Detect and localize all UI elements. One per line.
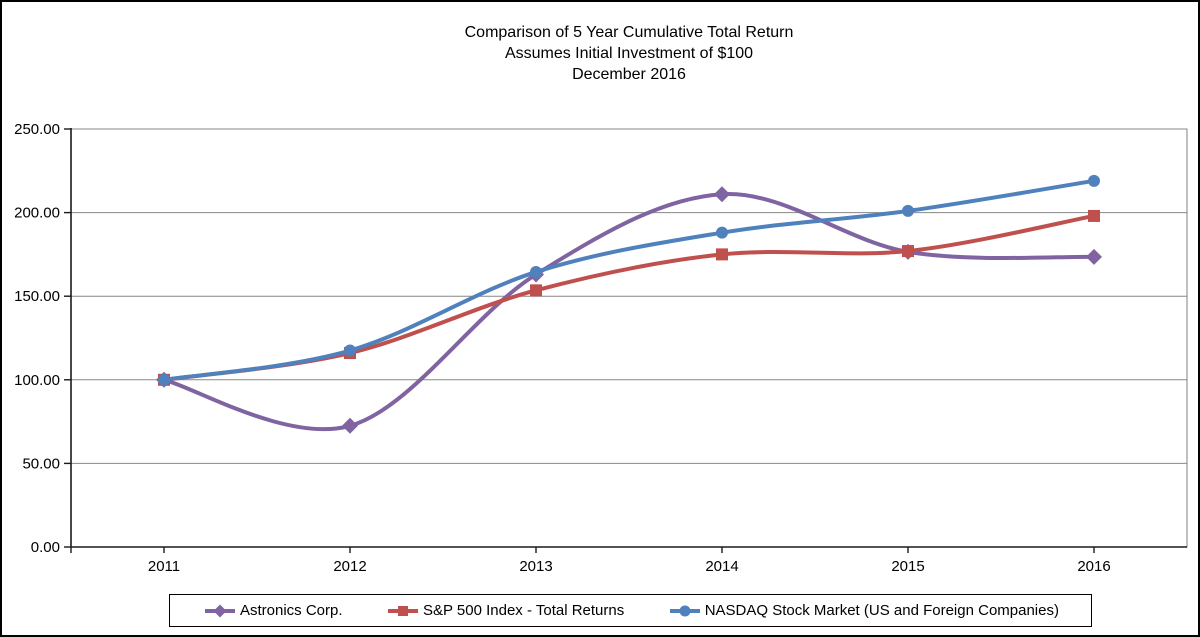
circle-data-point-marker [1088, 174, 1100, 187]
legend-label-astronics: Astronics Corp. [240, 602, 343, 619]
legend-item-sp500: S&P 500 Index - Total Returns [385, 602, 624, 619]
square-marker-icon [388, 605, 418, 616]
diamond-data-point-marker [1086, 248, 1102, 265]
y-axis-tick-label: 0.00 [31, 539, 60, 556]
chart-title-line-1: Comparison of 5 Year Cumulative Total Re… [464, 24, 794, 41]
x-axis-tick-label: 2011 [148, 558, 180, 575]
circle-data-point-marker [158, 373, 170, 386]
circle-marker-icon [669, 605, 700, 616]
series-line-s-p-500-index-total-retu [162, 213, 1096, 382]
circle-data-point-marker [530, 265, 542, 278]
square-legend-marker [398, 605, 408, 616]
chart-title-line-2: Assumes Initial Investment of $100 [504, 45, 754, 62]
legend-item-nasdaq: NASDAQ Stock Market (US and Foreign Comp… [667, 602, 1059, 619]
diamond-data-point-marker [714, 186, 730, 203]
y-axis-tick-label: 100.00 [14, 372, 60, 389]
circle-data-point-marker [344, 344, 356, 357]
chart-title-line-3: December 2016 [572, 66, 686, 83]
legend-label-sp500: S&P 500 Index - Total Returns [423, 602, 625, 619]
circle-data-point-marker [902, 204, 914, 217]
legend-label-nasdaq: NASDAQ Stock Market (US and Foreign Comp… [704, 602, 1059, 619]
square-data-point-marker [902, 245, 914, 258]
chart-legend: Astronics Corp. S&P 500 Index - Total Re… [169, 594, 1092, 627]
series-line-astronics-corp [162, 192, 1096, 432]
circle-legend-marker [679, 605, 691, 616]
square-data-point-marker [1088, 209, 1100, 222]
x-axis-tick-label: 2014 [705, 558, 738, 575]
diamond-data-point-marker [342, 417, 358, 434]
square-data-point-marker [530, 284, 542, 297]
square-data-point-marker [716, 248, 728, 261]
series-line-nasdaq-stock-market-us-a [162, 178, 1096, 382]
y-axis-tick-label: 250.00 [14, 121, 60, 138]
x-axis-tick-label: 2013 [519, 558, 552, 575]
diamond-legend-marker [213, 604, 227, 617]
y-axis-tick-label: 50.00 [22, 455, 60, 472]
x-axis-tick-label: 2015 [891, 558, 924, 575]
x-axis-tick-label: 2016 [1077, 558, 1110, 575]
legend-item-astronics: Astronics Corp. [202, 602, 343, 619]
y-axis-tick-label: 200.00 [14, 205, 60, 222]
diamond-marker-icon [205, 604, 235, 617]
y-axis-tick-label: 150.00 [14, 288, 60, 305]
chart-title: Comparison of 5 Year Cumulative Total Re… [71, 22, 1187, 85]
x-axis-tick-label: 2012 [333, 558, 366, 575]
circle-data-point-marker [716, 226, 728, 239]
